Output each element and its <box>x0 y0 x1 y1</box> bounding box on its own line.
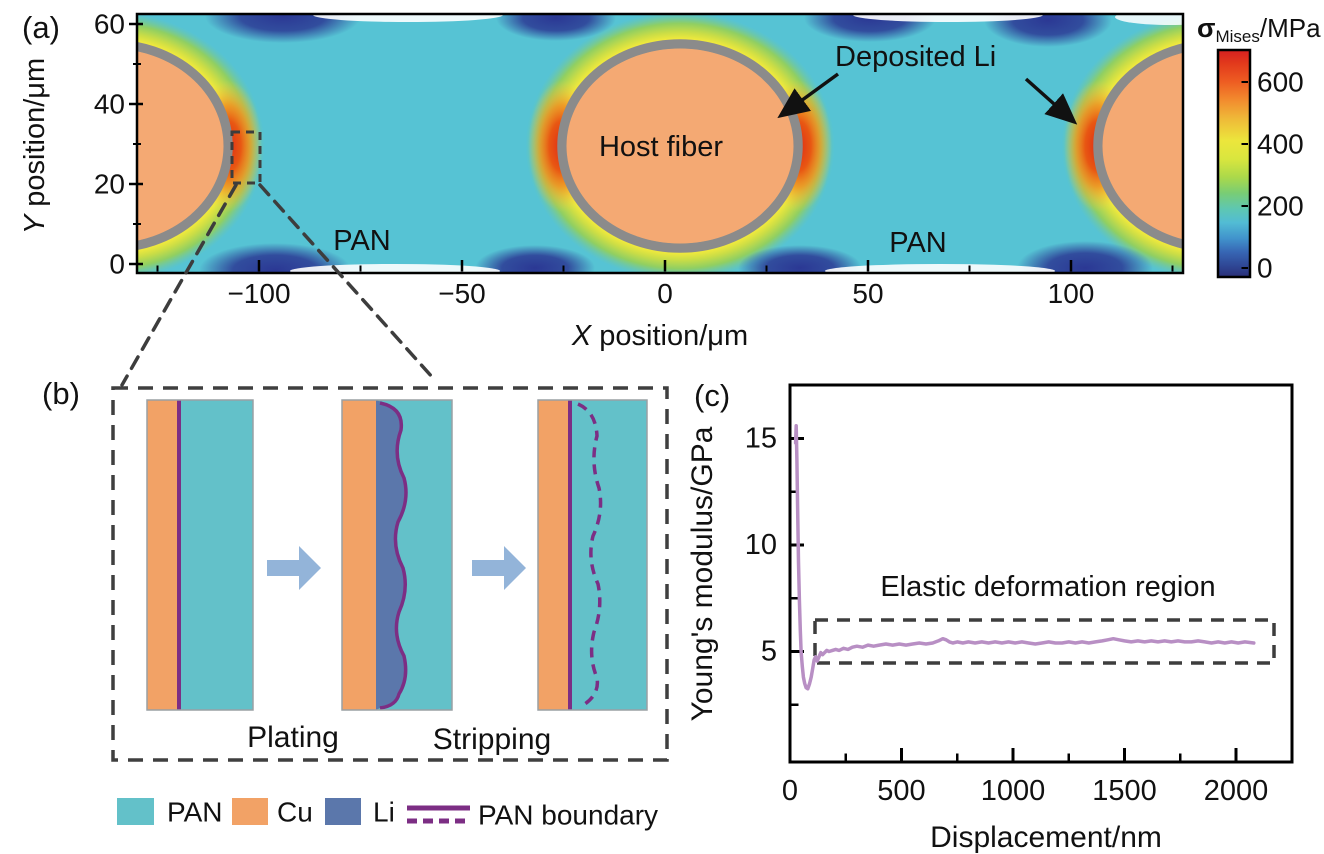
stage-outline <box>146 399 254 711</box>
zoom-connector-right <box>258 183 435 380</box>
legend-label-boundary: PAN boundary <box>478 800 658 831</box>
elastic-region-box <box>813 618 1276 665</box>
stripping-label: Stripping <box>433 723 551 756</box>
process-arrow-1 <box>267 546 321 590</box>
a-y-tick-label: 20 <box>94 169 125 200</box>
panel-c-x-axis-title: Displacement/nm <box>930 821 1162 854</box>
boundary-sliver <box>853 14 1043 22</box>
c-x-tick-label: 2000 <box>1204 775 1269 807</box>
deposited-li-arrow-right <box>1024 77 1078 125</box>
panel-b-label: (b) <box>42 376 80 411</box>
schematic-stage-1 <box>146 399 254 711</box>
stage-outline <box>341 399 453 711</box>
panel-b-legend: PAN Cu Li PAN boundary <box>117 797 658 831</box>
legend-label-pan: PAN <box>167 797 223 828</box>
legend-swatch-li <box>325 798 361 825</box>
schematic-stage-2 <box>341 399 453 711</box>
legend-label-cu: Cu <box>277 797 313 828</box>
c-x-tick-label: 1000 <box>981 775 1046 807</box>
c-y-tick-label: 10 <box>745 529 777 561</box>
deposited-li-arrow-left <box>777 72 840 119</box>
low-stress-lobe <box>738 245 862 273</box>
modulus-curve <box>793 423 1256 691</box>
c-x-tick-label: 1500 <box>1092 775 1157 807</box>
boundary-sliver <box>1115 14 1183 25</box>
plating-label: Plating <box>247 721 339 754</box>
pan-annotation-left: PAN <box>333 225 390 257</box>
stage-outline <box>537 399 648 711</box>
a-y-tick-label: 0 <box>109 249 125 280</box>
panel-a-x-axis-ticks: −100 −50 0 50 100 <box>156 260 1174 309</box>
panel-c-y-axis-ticks: 5 10 15 <box>745 423 804 706</box>
pan-boundary-line <box>177 400 181 710</box>
plated-li-layer <box>376 400 406 710</box>
host-fiber-left <box>137 51 224 241</box>
a-y-tick-label: 40 <box>94 89 125 120</box>
process-arrow-2 <box>472 546 526 590</box>
li-shell-ring-center <box>557 39 803 253</box>
c-x-tick-label: 500 <box>877 775 925 807</box>
legend-label-li: Li <box>373 797 395 828</box>
pan-layer <box>181 400 253 710</box>
panel-c-x-axis-ticks: 0 500 1000 1500 2000 <box>782 748 1268 807</box>
colorbar-tick-label: 0 <box>1257 253 1273 284</box>
pan-annotation-right: PAN <box>889 227 946 259</box>
li-shell-ring-left <box>137 41 233 251</box>
low-stress-lobe <box>475 245 595 273</box>
boundary-sliver <box>290 264 500 273</box>
cu-layer <box>538 400 568 710</box>
a-x-tick-label: 0 <box>657 278 673 309</box>
deposited-li-annotation: Deposited Li <box>835 41 996 73</box>
host-fiber-annotation: Host fiber <box>599 131 723 163</box>
a-x-tick-label: 50 <box>852 278 883 309</box>
low-stress-lobe <box>1017 241 1153 273</box>
pan-layer <box>572 400 647 710</box>
low-stress-lobe <box>205 14 361 43</box>
elastic-region-annotation: Elastic deformation region <box>880 571 1215 603</box>
pan-boundary-line <box>568 400 572 710</box>
colorbar-ticks: 600 400 200 0 <box>1241 67 1304 284</box>
panel-a-y-axis-ticks: 0 20 40 60 <box>94 9 143 280</box>
panel-b-dashed-box <box>111 386 669 762</box>
pan-boundary-solid <box>379 401 408 710</box>
c-y-tick-label: 5 <box>761 636 777 668</box>
colorbar-title: σMises/MPa <box>1197 13 1321 46</box>
colorbar-tick-label: 400 <box>1257 129 1304 160</box>
cu-layer <box>147 400 177 710</box>
colorbar-tick-label: 200 <box>1257 191 1304 222</box>
panel-a-heatmap <box>137 14 1183 273</box>
pan-boundary-dashed <box>577 402 603 709</box>
legend-swatch-cu <box>232 798 268 825</box>
low-stress-lobe <box>496 14 616 41</box>
cu-layer <box>342 400 376 710</box>
boundary-sliver <box>313 14 503 22</box>
colorbar <box>1216 48 1252 279</box>
panel-a-y-axis-title: Y position/μm <box>19 58 51 234</box>
zoom-connector-left <box>120 183 238 387</box>
panel-c-y-axis-title: Young's modulus/GPa <box>686 426 719 721</box>
panel-a-label: (a) <box>22 10 60 45</box>
panel-c-frame <box>788 383 1294 764</box>
a-x-tick-label: 100 <box>1048 278 1095 309</box>
panel-a-x-axis-title: X position/μm <box>571 320 748 352</box>
panel-c-label: (c) <box>694 378 730 413</box>
low-stress-lobe <box>199 243 351 273</box>
boundary-sliver <box>825 264 1055 273</box>
host-fiber-center <box>566 48 794 244</box>
schematic-stage-3 <box>537 399 648 711</box>
legend-swatch-pan <box>117 798 154 825</box>
host-fiber-right <box>1102 52 1183 240</box>
a-y-tick-label: 60 <box>94 9 125 40</box>
zoom-region-box <box>230 130 262 185</box>
low-stress-lobe <box>984 14 1112 47</box>
a-x-tick-label: −100 <box>227 278 290 309</box>
a-x-tick-label: −50 <box>438 278 486 309</box>
c-x-tick-label: 0 <box>782 775 798 807</box>
colorbar-tick-label: 600 <box>1257 67 1304 98</box>
li-shell-ring-right <box>1093 43 1183 249</box>
c-y-tick-label: 15 <box>745 423 777 455</box>
